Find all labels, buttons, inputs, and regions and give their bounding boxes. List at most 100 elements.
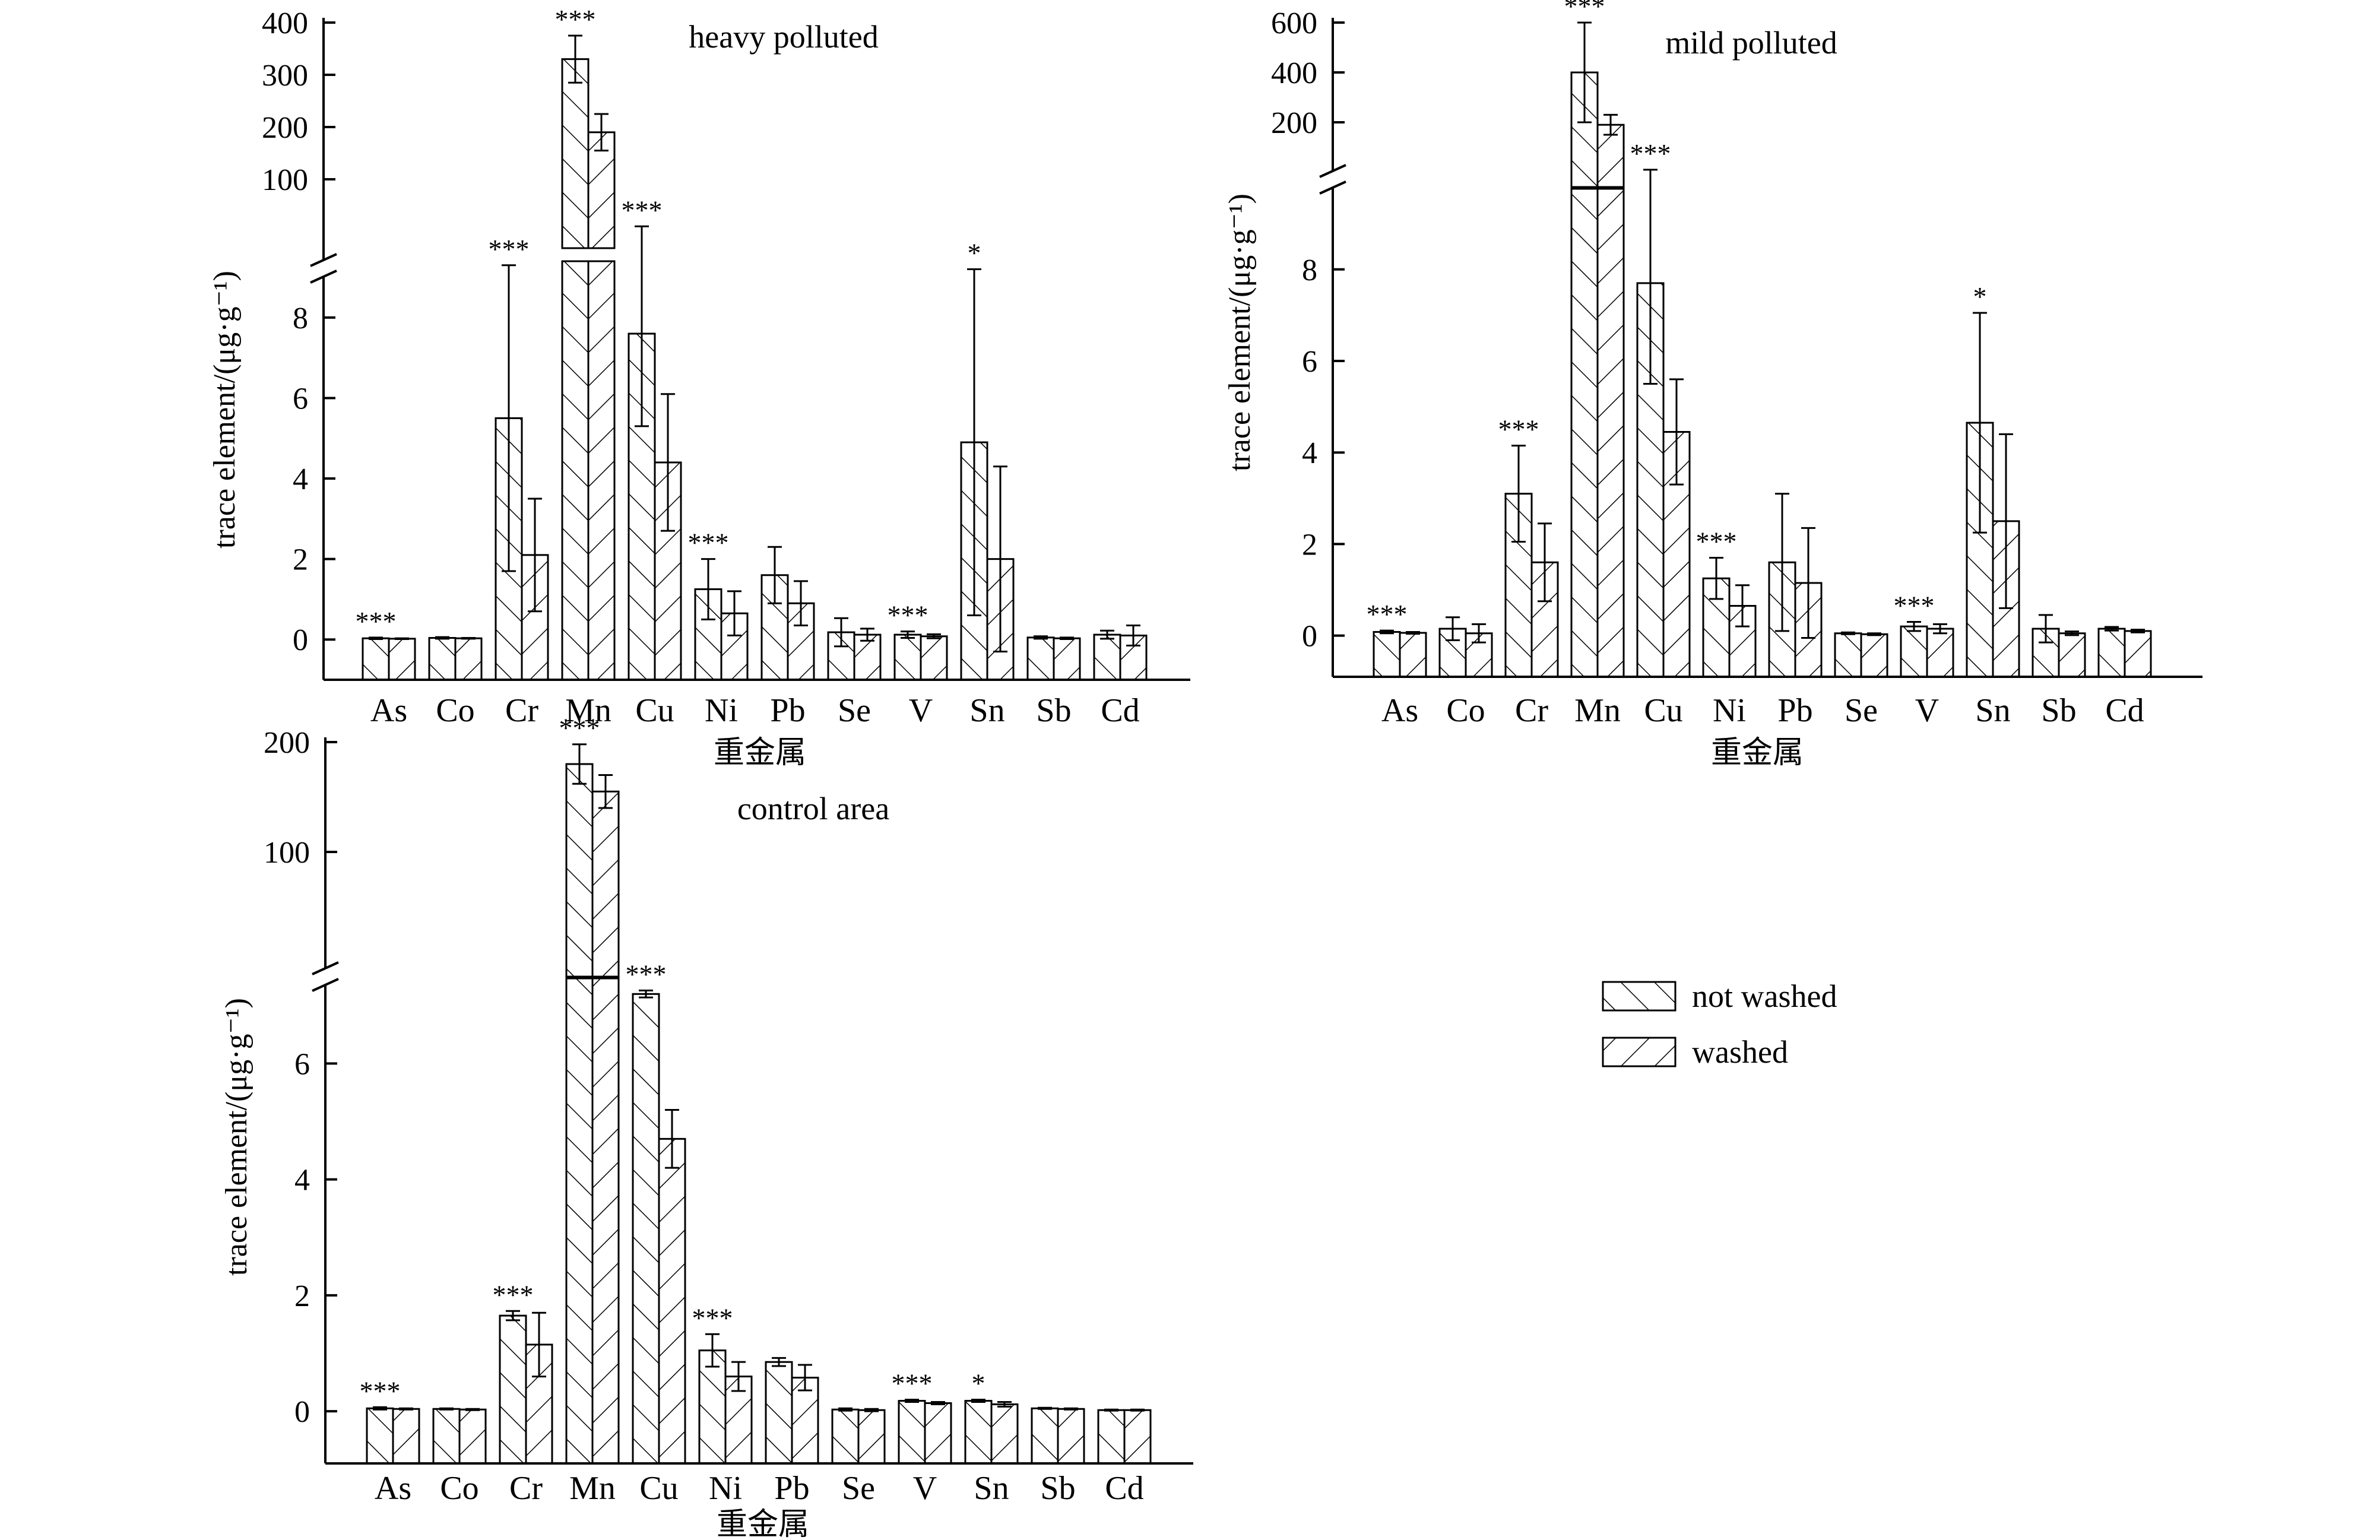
x-tick-label: Pb (770, 692, 805, 729)
bar-washed (920, 635, 948, 681)
x-tick-label: Ni (709, 1470, 742, 1507)
y-tick-label: 2 (1302, 528, 1317, 562)
significance-marker: * (1973, 281, 1987, 312)
x-tick-label: As (375, 1470, 411, 1507)
bar-not-washed (432, 1408, 461, 1465)
significance-marker: *** (892, 1368, 933, 1399)
bar-not-washed (1636, 282, 1665, 678)
x-axis-title: 重金属 (1711, 736, 1804, 770)
bar-not-washed-lower (565, 975, 594, 1465)
x-tick-label: Se (842, 1470, 875, 1507)
x-tick-label: Cu (635, 692, 674, 729)
x-tick-label: Mn (565, 692, 611, 729)
bar-not-washed (1026, 636, 1055, 681)
bar-not-washed (1900, 625, 1928, 678)
y-axis-title: trace element/(μg·g⁻¹) (220, 998, 253, 1276)
bar-washed (1399, 632, 1427, 678)
bar-washed (591, 790, 620, 980)
x-tick-label: Sn (969, 692, 1004, 729)
axis-break-mark (1319, 164, 1346, 178)
bar-washed (2124, 630, 2152, 678)
bar-washed (1123, 1409, 1152, 1465)
x-tick-label: Sn (974, 1470, 1009, 1507)
bar-washed (853, 633, 882, 681)
bar-not-washed (561, 58, 590, 249)
y-tick-label: 200 (264, 726, 310, 760)
axis-break-mark (312, 961, 339, 975)
legend-swatch-washed (1602, 1037, 1677, 1067)
legend-swatch-not-washed (1602, 981, 1677, 1012)
bar-washed (392, 1408, 420, 1465)
x-tick-label: Pb (774, 1470, 809, 1507)
y-axis-title: trace element/(μg·g⁻¹) (1223, 194, 1257, 471)
y-tick-label: 400 (1271, 56, 1317, 90)
y-tick-label: 6 (294, 1047, 310, 1081)
bar-washed (857, 1409, 886, 1465)
x-tick-label: Cd (1101, 692, 1139, 729)
y-tick-label: 400 (262, 7, 308, 40)
x-tick-label: Pb (1777, 692, 1812, 729)
y-tick-label: 100 (262, 163, 308, 197)
bar-not-washed (632, 993, 660, 1465)
bar-not-washed (1097, 1409, 1126, 1465)
bar-not-washed (1373, 630, 1401, 678)
significance-marker: *** (493, 1279, 534, 1310)
significance-marker: *** (356, 606, 397, 636)
significance-marker: *** (1894, 590, 1935, 620)
y-tick-label: 2 (293, 543, 308, 577)
bar-not-washed (893, 633, 922, 681)
bar-not-washed-lower (561, 260, 590, 681)
x-tick-label: Sb (1040, 1470, 1075, 1507)
bar-washed (458, 1408, 487, 1465)
x-tick-label: Cr (505, 692, 538, 729)
significance-marker: *** (1498, 414, 1539, 445)
y-tick-label: 2 (294, 1279, 310, 1313)
y-axis-title: trace element/(μg·g⁻¹) (208, 271, 242, 549)
significance-marker: *** (626, 959, 667, 989)
significance-marker: *** (692, 1303, 733, 1333)
bar-washed (924, 1402, 952, 1465)
legend: not washed washed (1602, 978, 1837, 1070)
y-tick-label: 4 (293, 462, 308, 496)
significance-marker: *** (688, 528, 729, 558)
bar-not-washed (362, 637, 390, 681)
x-tick-label: Co (1446, 692, 1485, 729)
x-tick-label: Ni (705, 692, 738, 729)
bar-washed (1926, 628, 1954, 678)
x-tick-label: As (370, 692, 407, 729)
x-tick-label: Co (440, 1470, 478, 1507)
y-tick-label: 0 (1302, 620, 1317, 654)
y-tick-label: 6 (1302, 345, 1317, 379)
significance-marker: *** (1564, 0, 1605, 21)
y-tick-label: 100 (264, 836, 310, 870)
x-tick-label: Cu (1644, 692, 1682, 729)
significance-marker: * (972, 1368, 985, 1399)
bar-not-washed (964, 1400, 993, 1465)
bar-washed (990, 1403, 1019, 1465)
bar-not-washed (898, 1400, 926, 1465)
panel-title: mild polluted (1665, 25, 1837, 61)
bar-washed (1662, 431, 1691, 678)
x-tick-label: Co (436, 692, 474, 729)
panel-title: control area (737, 791, 889, 826)
x-tick-label: Cd (2105, 692, 2144, 729)
x-tick-label: Cu (639, 1470, 678, 1507)
bar-washed (1053, 637, 1081, 681)
y-tick-label: 4 (294, 1164, 310, 1197)
bar-washed (2058, 632, 2086, 678)
x-tick-label: Cr (1515, 692, 1548, 729)
significance-marker: *** (559, 713, 600, 743)
y-tick-label: 200 (262, 111, 308, 145)
bar-not-washed (2097, 628, 2126, 678)
y-tick-label: 8 (293, 302, 308, 335)
x-tick-label: V (913, 1470, 937, 1507)
x-axis-title: 重金属 (717, 1508, 809, 1540)
significance-marker: * (968, 238, 981, 268)
x-tick-label: Mn (569, 1470, 616, 1507)
x-tick-label: As (1381, 692, 1418, 729)
y-tick-label: 0 (294, 1395, 310, 1429)
significance-marker: *** (1696, 527, 1737, 557)
significance-marker: *** (1367, 599, 1408, 629)
x-tick-label: Se (838, 692, 871, 729)
significance-marker: *** (888, 600, 928, 630)
